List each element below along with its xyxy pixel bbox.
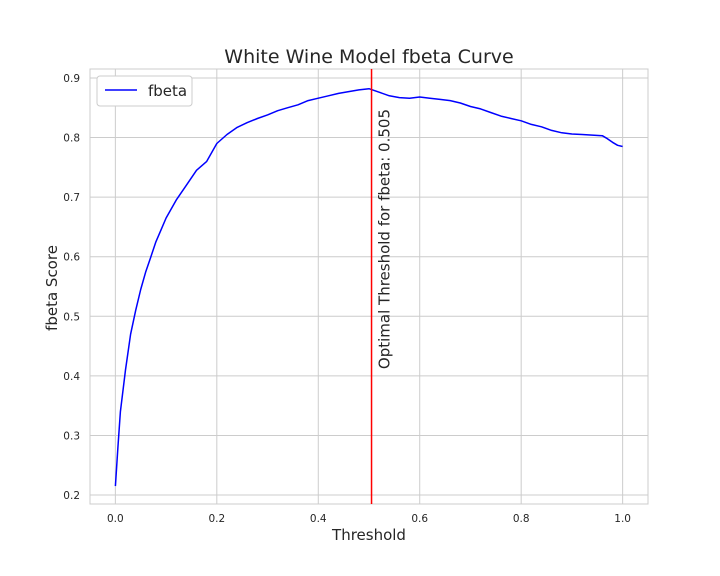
y-tick-label: 0.8	[63, 133, 80, 145]
chart-title: White Wine Model fbeta Curve	[224, 46, 513, 68]
y-tick-label: 0.2	[63, 490, 80, 502]
tick-labels: 0.0 0.2 0.4 0.6 0.8 1.0 0.2 0.3 0.4 0.5 0.6 0.7 0.8 0…	[63, 73, 631, 525]
grid	[90, 69, 648, 504]
legend: fbeta	[96, 75, 193, 107]
x-tick-label: 0.8	[513, 513, 530, 525]
y-tick-label: 0.9	[63, 73, 80, 85]
plot-background	[89, 68, 649, 505]
y-tick-label: 0.5	[63, 311, 80, 323]
optimal-threshold-layer: Optimal Threshold for fbeta: 0.505	[370, 69, 394, 504]
x-tick-label: 0.6	[411, 513, 428, 525]
series-line-fbeta	[114, 87, 623, 487]
series-layer	[114, 87, 623, 487]
y-tick-label: 0.6	[63, 252, 80, 264]
x-tick-label: 0.4	[310, 513, 327, 525]
legend-box	[96, 75, 193, 107]
y-tick-label: 0.4	[63, 371, 80, 383]
x-tick-label: 0.2	[208, 513, 225, 525]
x-tick-label: 1.0	[614, 513, 631, 525]
x-axis-label: Threshold	[331, 526, 406, 544]
y-tick-label: 0.3	[63, 430, 80, 442]
y-axis-label: fbeta Score	[43, 245, 61, 331]
legend-label: fbeta	[148, 82, 187, 100]
y-tick-label: 0.7	[63, 192, 80, 204]
optimal-threshold-label: Optimal Threshold for fbeta: 0.505	[376, 109, 394, 369]
x-tick-label: 0.0	[107, 513, 124, 525]
